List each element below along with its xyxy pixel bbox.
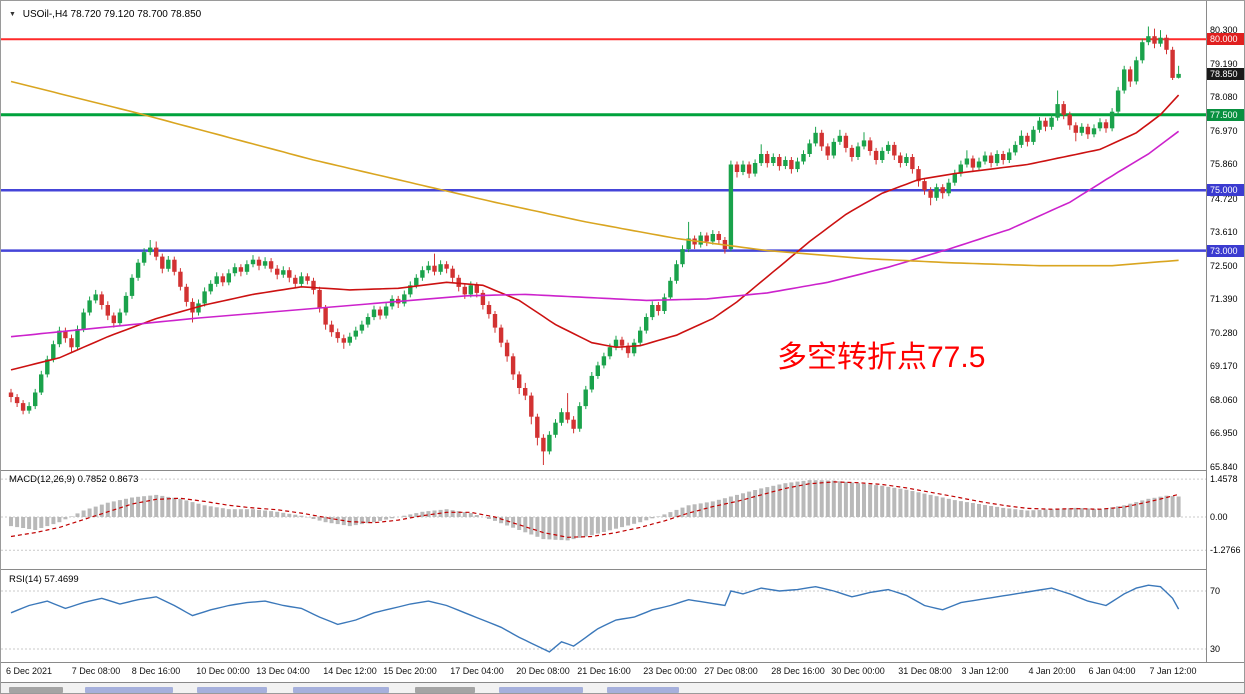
price-axis-label: 71.390 [1210, 294, 1238, 305]
time-axis-label: 20 Dec 08:00 [516, 666, 570, 676]
time-axis[interactable]: 6 Dec 2021 7 Dec 08:00 8 Dec 16:00 10 Dec 0… [1, 663, 1244, 681]
rsi-axis-label: 30 [1210, 644, 1221, 654]
bottom-bar-fragment [197, 687, 267, 693]
macd-axis-label: 0.00 [1210, 512, 1228, 522]
price-axis-label: 78.080 [1210, 92, 1238, 103]
panel-separator [1, 662, 1244, 663]
price-axis-label: 72.500 [1210, 260, 1238, 271]
price-level-label: 77.500 [1207, 108, 1244, 121]
panel-separator[interactable] [1, 470, 1244, 471]
time-axis-label: 4 Jan 20:00 [1028, 666, 1076, 676]
time-axis-label: 30 Dec 00:00 [831, 666, 885, 676]
time-axis-label: 28 Dec 16:00 [771, 666, 825, 676]
bottom-bar-fragment [415, 687, 475, 693]
time-axis-label: 17 Dec 04:00 [450, 666, 504, 676]
bottom-bar-fragment [293, 687, 389, 693]
price-level-label: 80.000 [1207, 33, 1244, 46]
price-axis-label: 68.060 [1210, 394, 1238, 405]
annotation-text[interactable]: 多空转折点77.5 [777, 341, 986, 374]
time-axis-label: 15 Dec 20:00 [383, 666, 437, 676]
time-axis-label: 6 Dec 2021 [5, 666, 53, 676]
rsi-indicator-label: RSI(14) 57.4699 [9, 574, 79, 585]
price-chart-canvas[interactable] [1, 1, 1206, 471]
time-axis-label: 3 Jan 12:00 [961, 666, 1009, 676]
time-axis-label: 7 Jan 12:00 [1149, 666, 1197, 676]
bottom-bar [1, 682, 1244, 693]
price-axis-label: 73.610 [1210, 227, 1238, 238]
price-level-label: 75.000 [1207, 184, 1244, 197]
symbol-label: USOil-,H4 [22, 9, 68, 20]
price-axis-label: 79.190 [1210, 58, 1238, 69]
ohlc-values: 78.720 79.120 78.700 78.850 [70, 9, 202, 20]
price-axis-label: 70.280 [1210, 327, 1238, 338]
time-axis-label: 27 Dec 08:00 [704, 666, 758, 676]
price-axis-divider [1206, 1, 1207, 662]
price-axis-label: 69.170 [1210, 361, 1238, 372]
time-axis-label: 10 Dec 00:00 [196, 666, 250, 676]
price-axis[interactable]: 80.300 79.190 78.080 76.970 75.860 74.720 73.6… [1207, 1, 1244, 662]
time-axis-label: 7 Dec 08:00 [71, 666, 121, 676]
bottom-bar-fragment [9, 687, 63, 693]
price-axis-label: 80.300 [1210, 25, 1238, 36]
bottom-bar-fragment [499, 687, 583, 693]
rsi-panel-canvas[interactable] [1, 571, 1206, 662]
time-axis-label: 23 Dec 00:00 [643, 666, 697, 676]
time-axis-label: 6 Jan 04:00 [1088, 666, 1136, 676]
panel-separator[interactable] [1, 569, 1244, 570]
price-level-label: 78.850 [1207, 67, 1244, 80]
time-axis-label: 14 Dec 12:00 [323, 666, 377, 676]
time-axis-label: 13 Dec 04:00 [256, 666, 310, 676]
price-axis-label: 76.970 [1210, 125, 1238, 136]
macd-panel-canvas[interactable] [1, 471, 1206, 568]
macd-axis-label: 1.4578 [1210, 474, 1238, 485]
time-axis-label: 31 Dec 08:00 [898, 666, 952, 676]
symbol-triangle-icon: ▼ [9, 11, 16, 18]
price-level-label: 73.000 [1207, 244, 1244, 257]
macd-axis-label: -1.2766 [1210, 545, 1241, 556]
bottom-bar-fragment [607, 687, 679, 693]
price-axis-label: 66.950 [1210, 428, 1238, 439]
chart-header: ▼ USOil-,H4 78.720 79.120 78.700 78.850 [9, 9, 201, 20]
price-axis-label: 74.720 [1210, 193, 1238, 204]
time-axis-label: 8 Dec 16:00 [131, 666, 181, 676]
bottom-bar-fragment [85, 687, 173, 693]
price-axis-label: 65.840 [1210, 461, 1238, 472]
price-axis-label: 75.860 [1210, 159, 1238, 170]
time-axis-label: 21 Dec 16:00 [577, 666, 631, 676]
macd-indicator-label: MACD(12,26,9) 0.7852 0.8673 [9, 474, 139, 485]
rsi-axis-label: 70 [1210, 586, 1221, 596]
